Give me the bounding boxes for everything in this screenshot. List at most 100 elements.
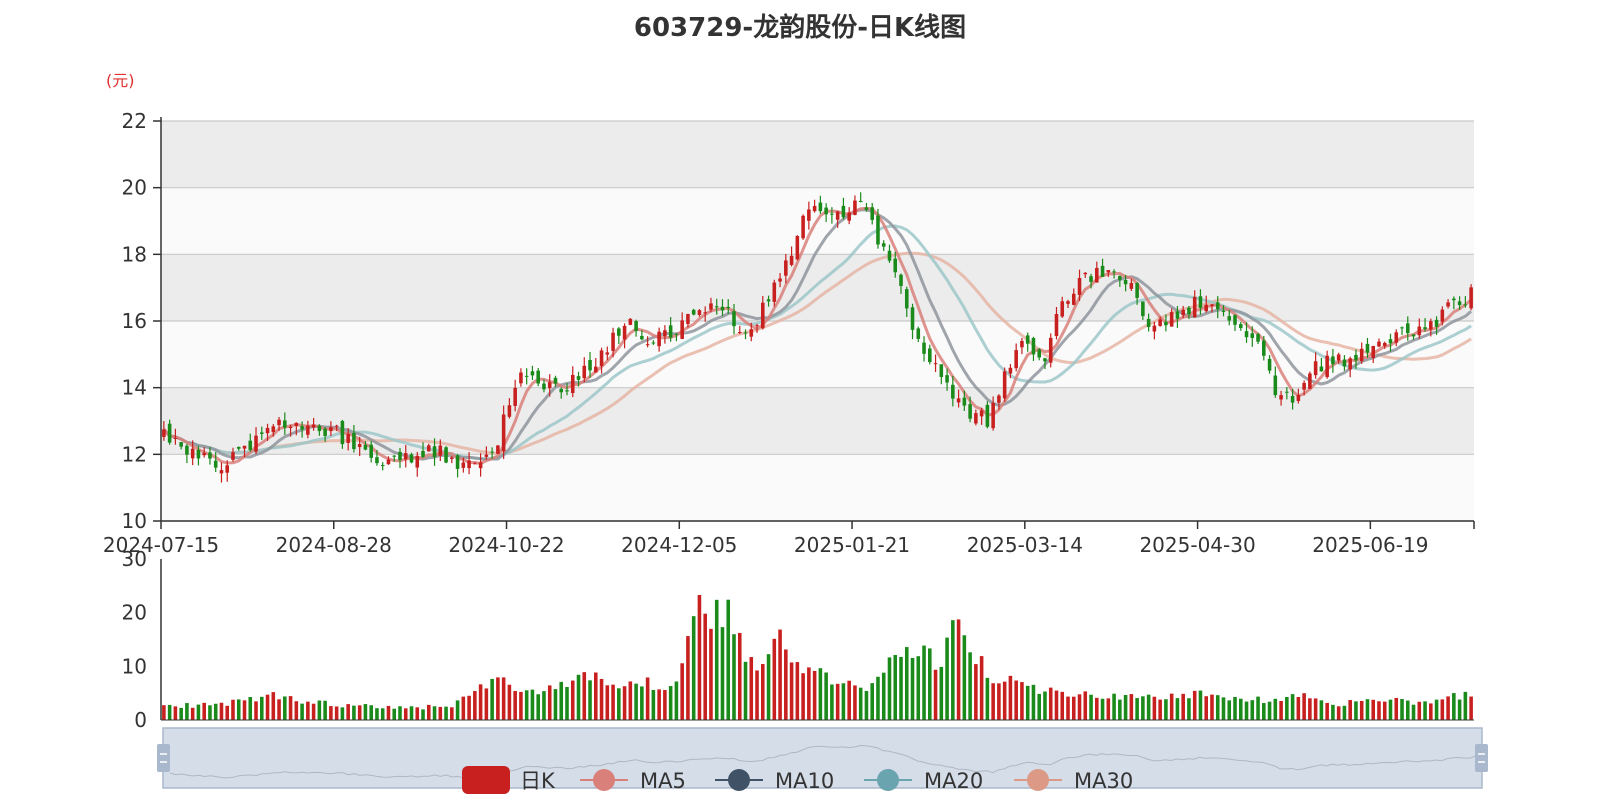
volume-bar	[1204, 696, 1209, 720]
volume-bar	[594, 672, 598, 720]
candle	[801, 214, 805, 240]
candle	[1377, 338, 1381, 348]
volume-bar	[570, 680, 575, 720]
volume-bar	[801, 673, 805, 720]
volume-bar	[968, 652, 972, 720]
volume-bar	[789, 662, 794, 720]
volume-bar	[784, 649, 788, 720]
volume-bar	[1054, 690, 1059, 720]
volume-bar	[173, 706, 178, 720]
candle-body	[484, 454, 489, 457]
candle-body	[1020, 340, 1024, 348]
candle-body	[1118, 276, 1122, 280]
candle-body	[1146, 318, 1151, 328]
candle-body	[605, 352, 610, 355]
candle	[674, 333, 679, 342]
volume-bar	[530, 689, 535, 720]
candle	[945, 368, 949, 391]
legend-item-ma30[interactable]: MA30	[1014, 769, 1133, 793]
date-tick-label: 2025-03-14	[967, 533, 1083, 557]
volume-bar	[363, 704, 368, 720]
candle-body	[1371, 346, 1376, 358]
volume-bar	[306, 701, 310, 720]
candle	[962, 390, 967, 411]
candle-body	[933, 363, 938, 365]
volume-bar	[749, 657, 754, 720]
candle	[1037, 348, 1041, 361]
volume-bar	[1060, 691, 1065, 720]
zoom-handle-left[interactable]	[157, 744, 170, 772]
legend-item-ma10[interactable]: MA10	[715, 769, 834, 793]
candle-body	[1158, 319, 1162, 326]
volume-bar	[547, 685, 552, 720]
volume-tick-label: 10	[122, 654, 147, 678]
volume-bar	[1469, 696, 1473, 720]
candle-body	[674, 333, 679, 335]
volume-bar	[1325, 702, 1329, 720]
volume-bar	[1071, 696, 1076, 720]
ma5-line	[162, 206, 1473, 465]
volume-bar	[1417, 701, 1422, 720]
candle-body	[1152, 325, 1157, 332]
candle	[225, 460, 230, 482]
volume-bar	[951, 620, 955, 720]
candle-body	[346, 433, 350, 443]
candle-body	[167, 423, 172, 443]
candle-body	[519, 372, 523, 384]
candle-body	[1302, 382, 1306, 390]
volume-bar	[910, 657, 915, 720]
candle-body	[1388, 339, 1393, 344]
candle	[1354, 349, 1358, 369]
candle	[294, 422, 299, 436]
candle	[1020, 337, 1024, 355]
candle-body	[1331, 356, 1335, 365]
candle	[190, 440, 195, 466]
candle-body	[824, 207, 828, 215]
candle-body	[956, 398, 961, 403]
volume-bar	[1158, 699, 1162, 720]
price-band	[161, 254, 1474, 321]
volume-bar	[945, 637, 949, 720]
candle	[686, 313, 690, 328]
legend-item-kline[interactable]: 日K	[462, 766, 556, 794]
volume-bar	[582, 672, 587, 720]
candle-body	[858, 200, 863, 202]
volume-bar	[766, 654, 771, 720]
volume-bar	[904, 647, 909, 720]
candle-body	[311, 424, 316, 428]
candle-body	[1204, 304, 1209, 312]
legend-item-ma20[interactable]: MA20	[864, 769, 983, 793]
volume-bar	[484, 688, 489, 720]
candle	[421, 442, 425, 458]
candle	[547, 374, 552, 397]
zoom-handle-right[interactable]	[1475, 744, 1488, 772]
volume-bar	[663, 690, 667, 720]
candle-body	[1452, 298, 1456, 301]
volume-axis: 0 10 20 30	[122, 547, 1474, 732]
candle	[196, 445, 201, 466]
candle-body	[542, 383, 546, 390]
candle	[979, 407, 984, 425]
candle	[847, 207, 851, 225]
volume-bar	[824, 672, 828, 720]
volume-bar	[893, 654, 898, 720]
candle-body	[380, 465, 385, 467]
candle	[357, 436, 362, 457]
candle	[1429, 318, 1433, 337]
candle-body	[634, 321, 638, 332]
candle	[881, 240, 886, 252]
volume-bar	[1077, 694, 1082, 720]
candle-body	[1066, 301, 1070, 304]
candle-body	[409, 454, 414, 463]
zoom-slider[interactable]	[157, 727, 1488, 789]
volume-bar	[887, 657, 892, 720]
legend-item-ma5[interactable]: MA5	[580, 769, 686, 793]
candle-body	[979, 410, 984, 417]
candle-body	[357, 444, 362, 448]
volume-bar	[208, 705, 212, 720]
ma5-legend-dot	[593, 769, 615, 791]
candle-body	[1135, 283, 1139, 298]
candle	[1423, 318, 1427, 332]
volume-bar	[392, 708, 397, 720]
candle-body	[640, 335, 644, 340]
